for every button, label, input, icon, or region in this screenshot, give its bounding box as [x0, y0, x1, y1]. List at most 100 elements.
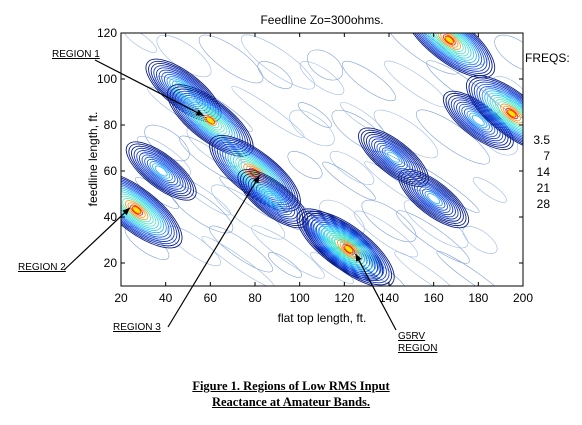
contour-line [177, 84, 190, 97]
contour-line [429, 33, 469, 57]
annotation-arrow [354, 253, 397, 331]
annotation-label: REGION 2 [18, 262, 66, 273]
contour-line [257, 61, 293, 89]
contour-line [195, 108, 225, 133]
contour-line [127, 202, 146, 218]
contour-line [468, 77, 523, 150]
contour-line [243, 163, 267, 184]
x-tick-label: 20 [114, 291, 128, 305]
contour-line [373, 140, 414, 174]
contour-line [125, 141, 197, 201]
legend-entry: 14 [537, 165, 551, 179]
contour-line [398, 169, 470, 229]
contour-line [434, 33, 464, 52]
contour-line [341, 60, 397, 102]
contour-line [413, 33, 485, 70]
contour-line [358, 127, 429, 187]
contour-line [266, 193, 280, 205]
contour-line [121, 173, 180, 247]
contour-line [379, 145, 408, 170]
contour-line [484, 90, 523, 137]
contour-line [479, 86, 523, 141]
contour-line [289, 109, 335, 147]
contour-line [416, 33, 483, 68]
contour-line [136, 150, 187, 192]
x-tick-label: 160 [424, 291, 444, 305]
contour-line [121, 195, 154, 225]
contour-line [465, 75, 523, 152]
x-tick-label: 180 [468, 291, 488, 305]
contour-line [306, 49, 344, 81]
annotation-arrow [63, 207, 131, 271]
contour-line [472, 177, 508, 203]
y-tick-label: 40 [104, 210, 118, 224]
contour-line [121, 180, 172, 240]
contour-line [494, 99, 523, 128]
contour-line [432, 33, 467, 55]
contour-line [209, 134, 301, 212]
contour-line [502, 105, 521, 122]
contour-line [448, 95, 509, 146]
contour-line [267, 252, 303, 278]
contour-line [331, 109, 387, 153]
contour-line [263, 190, 282, 207]
contour-line [149, 161, 173, 181]
contour-field [121, 33, 523, 286]
contour-line [406, 33, 493, 77]
contour-line [209, 225, 273, 273]
contour-line [471, 79, 523, 148]
annotation-label: REGION [398, 343, 437, 354]
contour-line [462, 226, 498, 254]
contour-line [403, 33, 496, 79]
annotation-label: G5RV [398, 331, 425, 342]
contour-line [138, 152, 184, 190]
contour-line [365, 134, 421, 181]
annotation-label: REGION 3 [113, 322, 161, 333]
contour-line [424, 190, 443, 207]
contour-line [131, 145, 192, 197]
x-tick-label: 200 [513, 291, 533, 305]
contour-line [166, 225, 222, 267]
frequency-legend: FREQS: 3.5 7 14 21 28 [525, 51, 570, 211]
contour-line [258, 186, 288, 211]
contour-line [411, 179, 456, 218]
contour-line [371, 138, 416, 176]
y-tick-label: 80 [104, 118, 118, 132]
contour-line [308, 215, 390, 284]
figure-caption-line-1: Figure 1. Regions of Low RMS Input [192, 379, 390, 393]
contour-line [381, 147, 406, 168]
contour-line [408, 33, 490, 74]
contour-line [427, 33, 472, 59]
y-tick-label: 60 [104, 164, 118, 178]
contour-line [121, 189, 162, 231]
contour-peak [507, 109, 517, 118]
contour-line [476, 83, 523, 144]
contour-line [421, 188, 446, 209]
contour-line [177, 176, 231, 216]
legend-entry: 7 [543, 149, 550, 163]
contour-line [245, 175, 301, 222]
contour-line [354, 210, 418, 258]
contour-line [411, 33, 488, 72]
contour-line [190, 103, 230, 137]
contour-peak [205, 116, 215, 125]
contour-line [384, 149, 403, 165]
contour-line [163, 74, 204, 107]
contour-line [152, 163, 171, 179]
contour-line [241, 34, 315, 90]
contour-line [299, 61, 345, 95]
y-tick-label: 20 [104, 256, 118, 270]
contour-line [161, 71, 206, 110]
contour-line [250, 179, 296, 218]
contour-line [255, 184, 290, 213]
annotation-arrowhead [252, 175, 260, 184]
contour-line [124, 200, 149, 221]
contour-line [340, 101, 384, 135]
contour-line [121, 187, 165, 234]
contour-line [261, 188, 285, 209]
contour-line [198, 34, 264, 84]
contour-line [248, 177, 298, 220]
contour-line [505, 107, 519, 120]
contour-peak [444, 35, 454, 44]
contour-line [211, 184, 285, 240]
